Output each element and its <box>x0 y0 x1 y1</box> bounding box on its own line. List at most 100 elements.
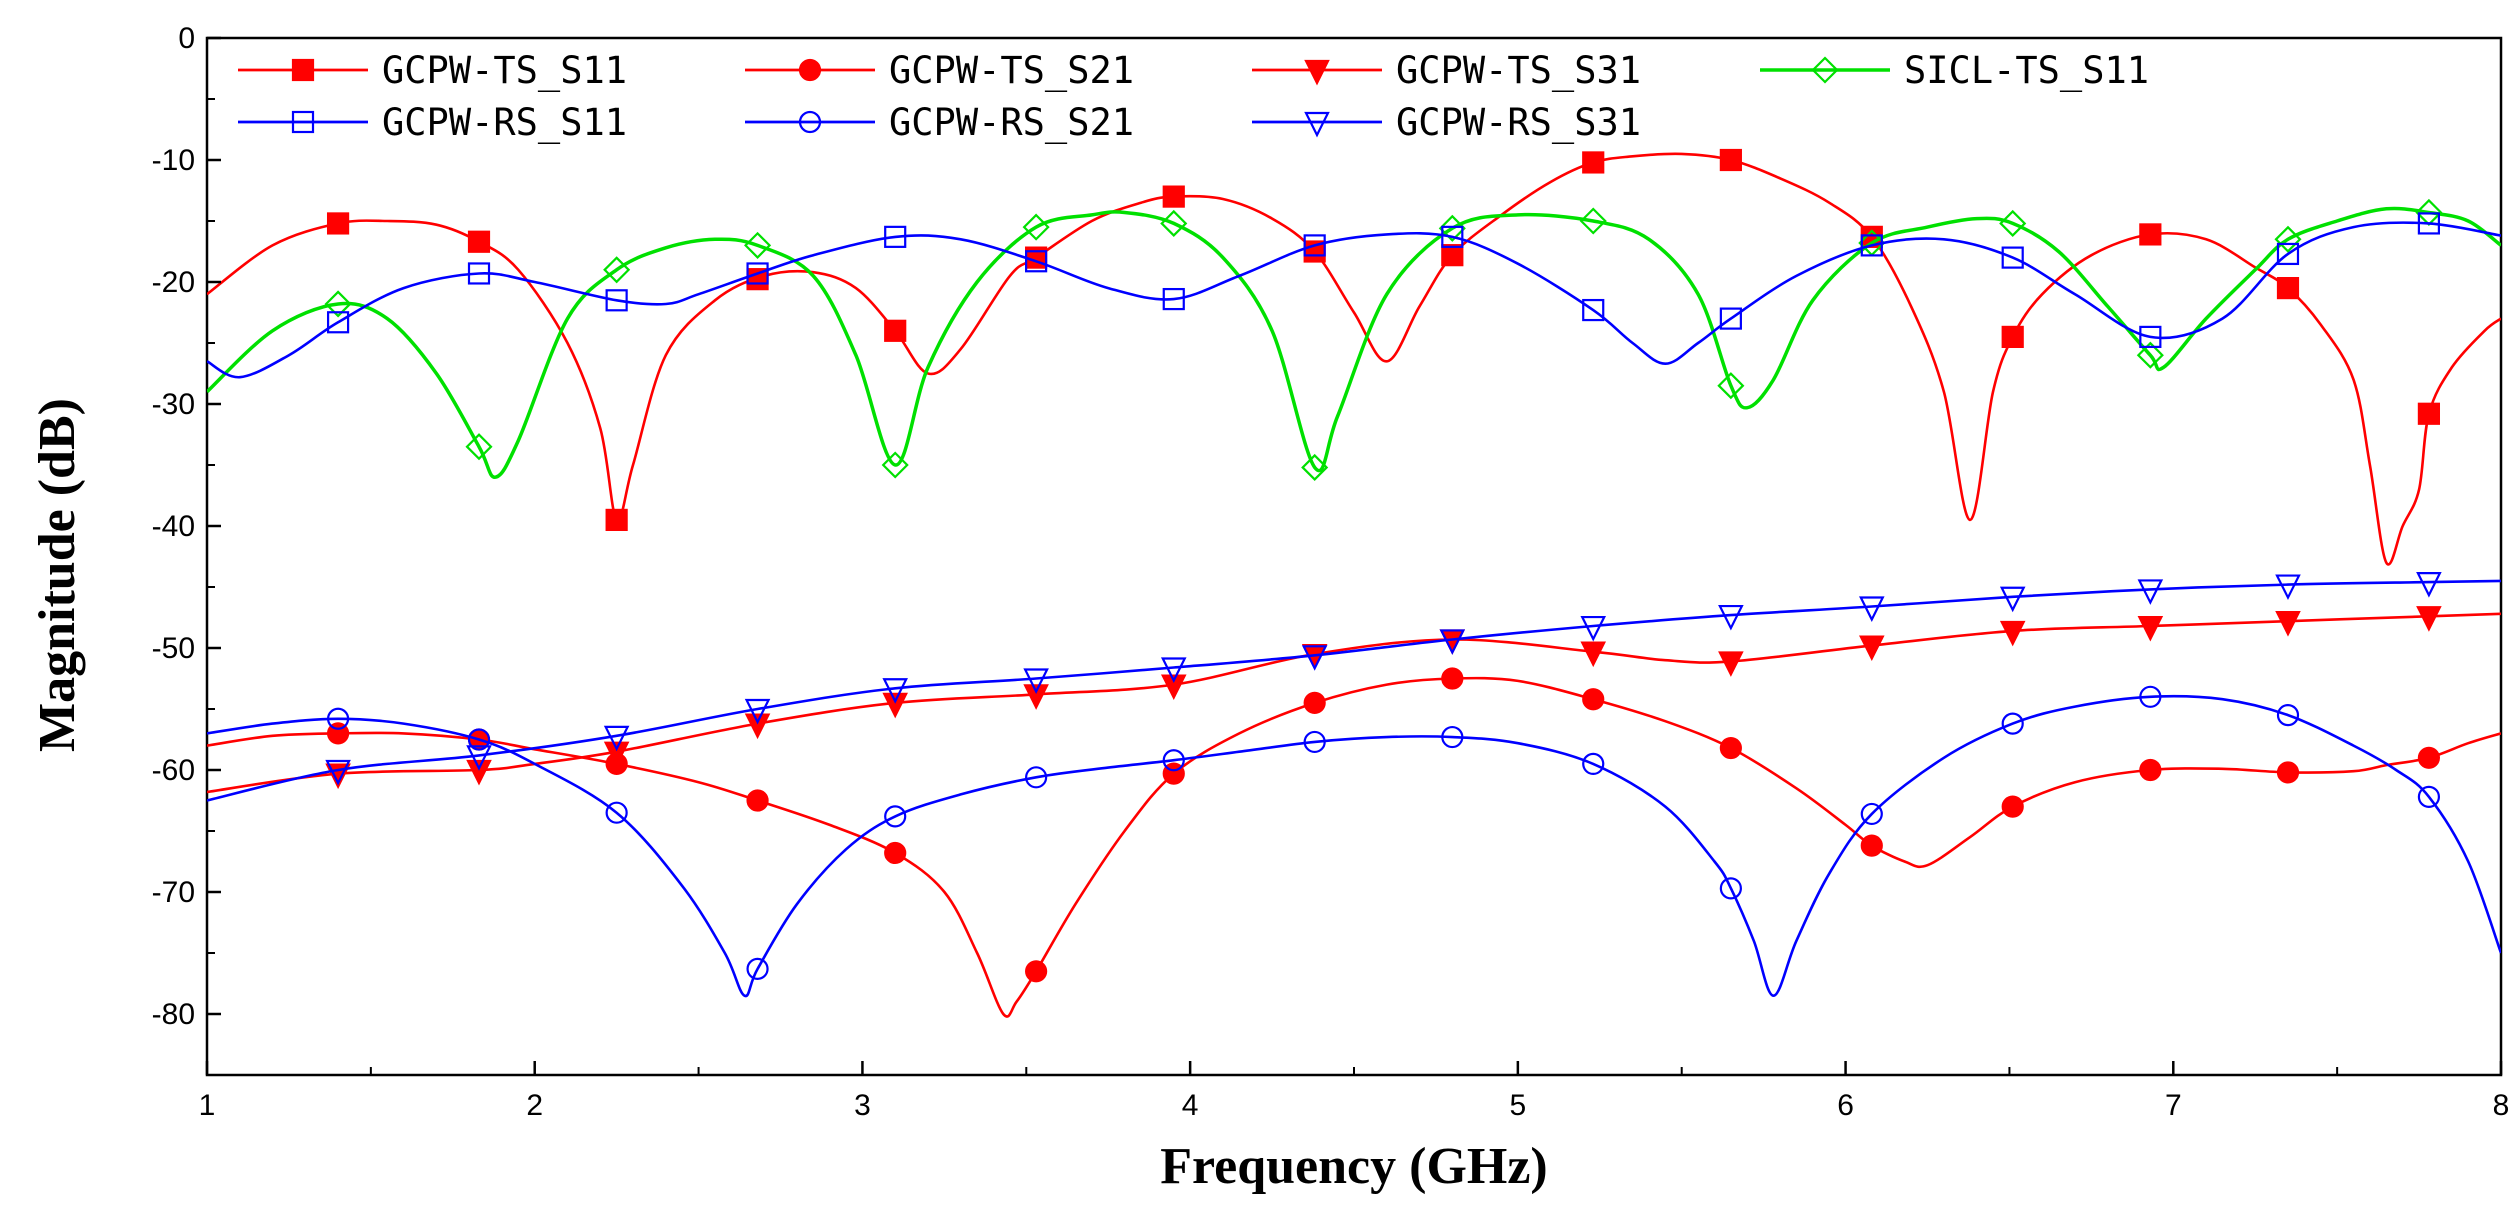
series-marker <box>2276 761 2300 784</box>
series-marker <box>2417 212 2441 235</box>
series-marker <box>1160 209 1188 237</box>
series-marker <box>1441 667 1464 690</box>
series-marker <box>605 801 628 824</box>
y-tick-label: -10 <box>152 144 195 177</box>
x-tick-label: 3 <box>854 1089 871 1122</box>
series-marker <box>603 741 630 768</box>
series-marker <box>1441 244 1464 267</box>
series-gcpw-rs_s31 <box>207 572 2501 802</box>
series-line <box>207 612 2501 794</box>
series-marker <box>746 957 769 980</box>
y-tick-label: 0 <box>178 22 195 55</box>
series-marker <box>1582 298 1605 322</box>
series-marker <box>2001 795 2024 818</box>
legend-label: GCPW-TS_S21 <box>889 49 1134 93</box>
x-tick-label: 2 <box>526 1089 543 1122</box>
series-gcpw-rs_s21 <box>207 685 2501 998</box>
series-marker <box>744 231 772 259</box>
series-marker <box>603 256 631 284</box>
series-marker <box>1859 596 1885 622</box>
series-marker <box>2417 402 2441 425</box>
x-tick-label: 4 <box>1182 1089 1199 1122</box>
series-marker <box>326 707 350 730</box>
series-marker <box>1719 877 1742 900</box>
series-marker <box>2137 579 2164 605</box>
legend: GCPW-TS_S11 GCPW-TS_S21 GCPW-TS_S31 SICL-TS… <box>238 49 2149 145</box>
legend-marker <box>291 58 315 82</box>
legend-marker <box>291 110 315 134</box>
series-marker <box>2275 611 2301 637</box>
legend-label: GCPW-RS_S11 <box>382 101 627 145</box>
series-marker <box>2139 223 2162 246</box>
series-marker <box>1718 651 1744 677</box>
series-marker <box>1860 234 1883 257</box>
series-marker <box>467 728 491 751</box>
series-marker <box>2137 615 2164 642</box>
series-marker <box>881 451 909 479</box>
series-marker <box>1582 752 1605 776</box>
legend-item: GCPW-TS_S21 <box>745 49 1134 93</box>
series-marker <box>2276 242 2300 266</box>
legend-label: GCPW-RS_S21 <box>889 101 1134 145</box>
x-tick-label: 7 <box>2165 1089 2182 1122</box>
y-tick-label: -60 <box>152 754 195 787</box>
series-marker <box>1301 453 1329 481</box>
series-layer <box>207 148 2501 1018</box>
x-tick-label: 8 <box>2493 1089 2510 1122</box>
series-marker <box>2001 712 2024 735</box>
series-marker <box>1719 148 1742 172</box>
series-line <box>207 221 2501 379</box>
series-marker <box>326 212 350 235</box>
series-marker <box>884 225 907 248</box>
series-marker <box>1717 372 1745 400</box>
series-marker <box>1580 641 1607 668</box>
series-marker <box>1582 688 1605 711</box>
series-marker <box>1719 736 1742 760</box>
series-marker <box>465 433 493 461</box>
series-marker <box>1160 657 1187 683</box>
series-marker <box>1022 213 1050 241</box>
series-marker <box>1441 725 1464 749</box>
series-marker <box>2276 277 2300 300</box>
series-gcpw-ts_s31 <box>207 606 2501 794</box>
series-marker <box>2275 574 2301 601</box>
series-gcpw-rs_s11 <box>207 212 2501 379</box>
series-marker <box>1999 209 2027 237</box>
legend-item: GCPW-RS_S11 <box>238 101 627 145</box>
x-axis-title: Frequency (GHz) <box>1160 1138 1548 1195</box>
legend-item: SICL-TS_S11 <box>1760 49 2149 93</box>
series-marker <box>1025 960 1048 983</box>
series-marker <box>326 311 350 334</box>
series-marker <box>2417 746 2441 769</box>
series-marker <box>1718 604 1744 631</box>
y-tick-label: -50 <box>152 632 195 665</box>
series-marker <box>2276 703 2300 727</box>
series-marker <box>1719 307 1742 330</box>
plot-area-border <box>205 36 2503 1077</box>
x-tick-label: 5 <box>1510 1089 1527 1122</box>
series-marker <box>882 678 908 704</box>
series-marker <box>324 290 352 318</box>
legend-label: SICL-TS_S11 <box>1904 49 2149 93</box>
series-marker <box>1438 214 1466 242</box>
series-marker <box>1162 185 1185 208</box>
y-tick-label: -80 <box>152 998 195 1031</box>
series-marker <box>746 789 769 812</box>
series-marker <box>605 508 628 531</box>
series-marker <box>1023 684 1049 710</box>
y-tick-label: -20 <box>152 266 195 299</box>
series-marker <box>467 262 491 285</box>
series-marker <box>1025 766 1048 789</box>
x-tick-label: 6 <box>1837 1089 1854 1122</box>
legend-marker <box>1811 56 1839 84</box>
legend-label: GCPW-RS_S31 <box>1396 101 1641 145</box>
series-marker <box>744 698 771 725</box>
series-marker <box>2139 758 2162 782</box>
series-marker <box>882 692 908 719</box>
series-marker <box>884 841 907 865</box>
series-marker <box>1303 691 1326 715</box>
series-line <box>207 676 2501 1018</box>
series-marker <box>1860 802 1883 826</box>
series-marker <box>2416 572 2442 598</box>
